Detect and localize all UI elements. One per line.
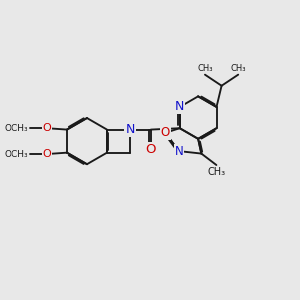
Text: O: O [43,123,51,133]
Text: CH₃: CH₃ [230,64,246,73]
Text: OCH₃: OCH₃ [4,149,28,158]
Text: O: O [146,143,156,156]
Text: N: N [174,145,183,158]
Text: N: N [125,123,135,136]
Text: OCH₃: OCH₃ [4,124,28,133]
Text: CH₃: CH₃ [207,167,226,177]
Text: O: O [161,126,170,139]
Text: N: N [175,100,184,113]
Text: O: O [43,149,51,159]
Text: CH₃: CH₃ [197,64,213,73]
